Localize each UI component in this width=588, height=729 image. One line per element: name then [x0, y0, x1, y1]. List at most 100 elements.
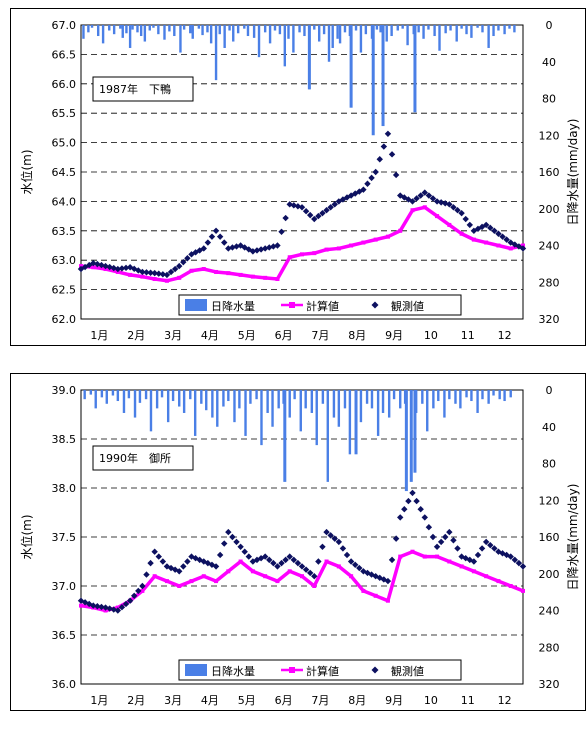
rain-bar: [179, 25, 182, 53]
obs-point: [102, 604, 109, 611]
rain-bar: [89, 390, 93, 395]
chart-svg-1990: 36.0 36.5 37.0 37.5 38.0 38.5 39.0 0 40 80 120 160 2…: [19, 384, 580, 707]
rain-bar: [437, 390, 440, 402]
y-tick-label: 66.0: [52, 78, 77, 91]
calc-point: [410, 549, 415, 554]
calc-point: [250, 569, 255, 574]
rain-bar: [497, 25, 500, 31]
calc-point: [471, 237, 476, 242]
rain-bar: [136, 25, 139, 33]
rain-bar: [292, 25, 295, 53]
rain-bar: [379, 25, 382, 33]
rain-bar: [119, 25, 122, 29]
chart-panel-1990: 36.0 36.5 37.0 37.5 38.0 38.5 39.0 0 40 80 120 160 2…: [10, 373, 586, 711]
obs-point: [94, 260, 101, 268]
calc-point: [214, 579, 219, 584]
obs-point: [114, 607, 122, 614]
rain-bar: [336, 25, 339, 39]
obs-point: [323, 207, 330, 214]
calc-point: [177, 584, 182, 588]
calc-point: [336, 564, 341, 569]
rain-bar: [481, 390, 484, 400]
y2-tick-label: 320: [539, 678, 560, 691]
rain-bar: [122, 390, 126, 413]
rain-bar: [178, 390, 181, 407]
obs-point: [356, 564, 363, 572]
rain-bar: [157, 25, 160, 35]
obs-point: [216, 233, 224, 240]
rain-bar: [376, 390, 380, 436]
calc-point: [471, 569, 476, 574]
calc-point: [496, 243, 501, 248]
rain-bar: [455, 25, 458, 42]
y-tick-label: 38.5: [52, 433, 77, 446]
rain-bar: [487, 25, 490, 48]
calc-point: [336, 246, 341, 251]
rain-bar: [200, 390, 203, 404]
obs-point: [171, 265, 179, 273]
obs-point: [237, 242, 244, 249]
rain-bar: [365, 390, 369, 404]
calc-point: [312, 584, 317, 588]
obs-point: [511, 556, 519, 564]
rain-bar: [404, 390, 408, 492]
calc-point: [238, 272, 243, 277]
rain-bar: [399, 390, 402, 409]
rain-bar: [422, 25, 425, 39]
calc-point: [214, 269, 219, 274]
x-tick-label: 12: [498, 694, 512, 707]
x-tick-label: 6月: [275, 694, 293, 707]
rain-bar: [143, 25, 147, 42]
rain-bar: [125, 25, 128, 34]
calc-point: [398, 228, 403, 233]
obs-point: [225, 245, 232, 252]
x-tick-label: 8月: [348, 694, 366, 707]
obs-point: [139, 582, 146, 590]
rain-bar: [163, 25, 166, 40]
rain-bar: [83, 390, 86, 400]
y-tick-label: 63.5: [52, 225, 77, 238]
rain-bar: [236, 25, 240, 34]
rain-bar: [138, 390, 142, 403]
calc-point: [250, 274, 255, 279]
y2-tick-label: 200: [539, 203, 560, 216]
calc-point: [300, 574, 304, 579]
calc-point: [496, 579, 501, 584]
obs-point: [118, 604, 126, 611]
obs-point: [343, 551, 351, 559]
rain-bar: [327, 25, 331, 62]
rain-bar: [144, 390, 148, 400]
rain-bar: [273, 25, 277, 31]
calc-point: [128, 272, 133, 277]
y-tick-label: 64.5: [52, 166, 77, 179]
rain-bar: [105, 390, 108, 404]
rain-bar: [433, 25, 436, 37]
legend-marker-obs: [371, 666, 379, 674]
obs-point: [409, 489, 416, 497]
rain-bar: [139, 25, 143, 37]
x-tick-label: 2月: [127, 329, 145, 342]
y2-tick-label: 120: [539, 129, 560, 142]
rain-bar: [487, 390, 490, 404]
rain-bar: [288, 390, 291, 418]
obs-point: [311, 215, 318, 223]
x-tick-label: 6月: [275, 329, 293, 342]
y-axis-title: 水位(m): [19, 149, 34, 194]
obs-point: [392, 171, 400, 179]
rain-bar: [426, 390, 429, 432]
obs-point: [487, 224, 494, 232]
x-tick-label: 12: [498, 329, 512, 342]
x-tick-label: 1月: [90, 329, 108, 342]
rain-bar: [390, 25, 393, 37]
obs-point: [507, 239, 514, 246]
rain-bar: [427, 25, 430, 30]
rain-bar: [448, 390, 451, 400]
obs-point: [221, 239, 228, 246]
obs-point: [388, 151, 396, 158]
rain-bar: [371, 25, 375, 136]
obs-point: [380, 576, 388, 583]
rain-bar: [283, 390, 287, 482]
obs-point: [85, 600, 93, 608]
legend-box: [178, 294, 462, 316]
rain-bar: [193, 390, 197, 436]
